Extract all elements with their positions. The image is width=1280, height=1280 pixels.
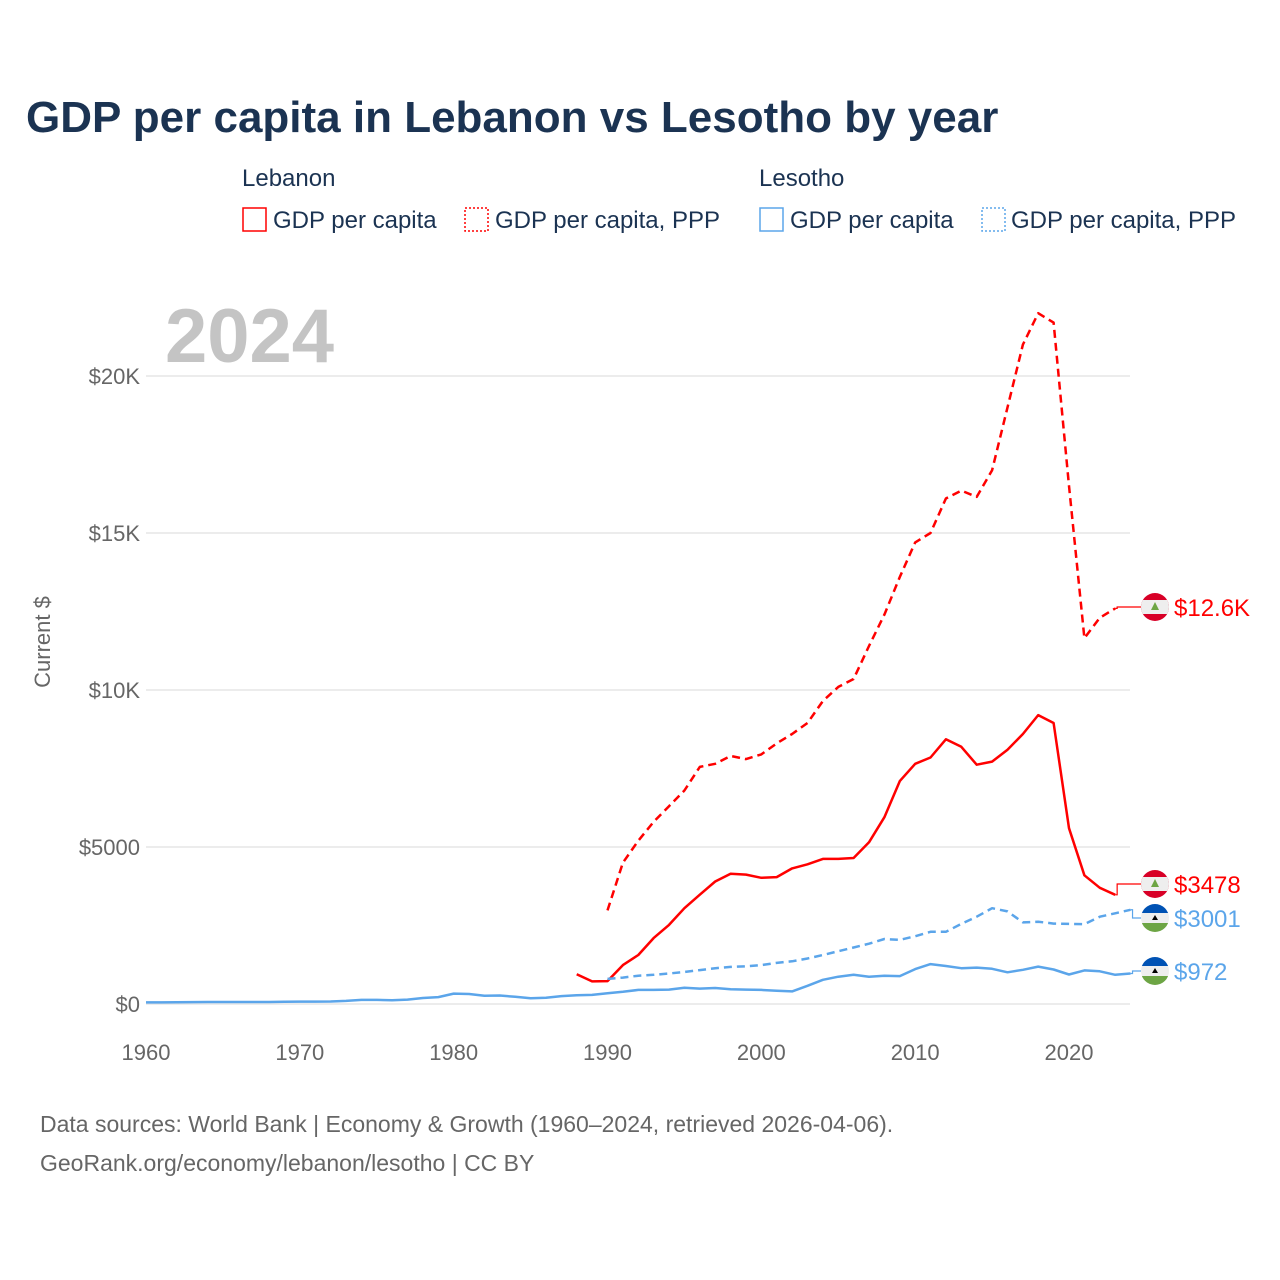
x-tick-label: 1960 bbox=[122, 1040, 171, 1065]
x-axis: 1960 1970 1980 1990 2000 2010 2020 bbox=[122, 1040, 1094, 1065]
legend-label-lesotho-gdp[interactable]: GDP per capita bbox=[790, 207, 954, 234]
legend-swatch-lebanon-ppp[interactable] bbox=[464, 207, 489, 232]
label-connector bbox=[1130, 970, 1141, 975]
year-overlay: 2024 bbox=[165, 294, 334, 379]
series-line-lesotho-gdp-per-capita-ppp[interactable] bbox=[607, 906, 1131, 981]
label-connector bbox=[1115, 606, 1141, 609]
x-tick-label: 2020 bbox=[1045, 1040, 1094, 1065]
label-connector bbox=[1115, 883, 1141, 896]
y-tick-label: $10K bbox=[89, 678, 141, 703]
legend-label-lesotho-ppp[interactable]: GDP per capita, PPP bbox=[1011, 207, 1236, 234]
lesotho-flag-icon bbox=[1141, 904, 1169, 932]
series-line-lebanon-gdp-per-capita-ppp[interactable] bbox=[606, 311, 1116, 911]
grid bbox=[146, 375, 1130, 1005]
y-tick-label: $0 bbox=[116, 992, 140, 1017]
end-label: $972 bbox=[1174, 959, 1227, 986]
end-labels: $3478 $12.6K $972 $3001 bbox=[1115, 593, 1250, 986]
y-tick-label: $5000 bbox=[79, 835, 140, 860]
label-connector bbox=[1130, 909, 1141, 919]
legend: Lebanon GDP per capita GDP per capita, P… bbox=[242, 165, 1236, 234]
legend-swatch-lesotho-gdp[interactable] bbox=[759, 207, 784, 232]
end-label: $3478 bbox=[1174, 872, 1241, 899]
lebanon-flag-icon bbox=[1141, 870, 1169, 898]
lebanon-flag-icon bbox=[1141, 593, 1169, 621]
x-tick-label: 2000 bbox=[737, 1040, 786, 1065]
lesotho-flag-icon bbox=[1141, 957, 1169, 985]
y-axis: $0 $5000 $10K $15K $20K bbox=[79, 364, 141, 1017]
series-lines bbox=[146, 311, 1131, 1004]
x-tick-label: 2010 bbox=[891, 1040, 940, 1065]
legend-swatch-lesotho-ppp[interactable] bbox=[981, 207, 1006, 232]
legend-country-lesotho: Lesotho bbox=[759, 165, 844, 192]
y-tick-label: $20K bbox=[89, 364, 141, 389]
legend-swatch-lebanon-gdp[interactable] bbox=[242, 207, 267, 232]
end-label: $12.6K bbox=[1174, 595, 1250, 622]
source-line-2[interactable]: GeoRank.org/economy/lebanon/lesotho | CC… bbox=[40, 1150, 534, 1176]
legend-country-lebanon: Lebanon bbox=[242, 165, 335, 192]
x-tick-label: 1990 bbox=[583, 1040, 632, 1065]
end-label: $3001 bbox=[1174, 906, 1241, 933]
chart-title: GDP per capita in Lebanon vs Lesotho by … bbox=[26, 93, 998, 142]
y-axis-label: Current $ bbox=[30, 596, 55, 688]
legend-label-lebanon-ppp[interactable]: GDP per capita, PPP bbox=[495, 207, 720, 234]
series-line-lesotho-gdp-per-capita[interactable] bbox=[146, 962, 1131, 1004]
y-tick-label: $15K bbox=[89, 521, 141, 546]
x-tick-label: 1970 bbox=[275, 1040, 324, 1065]
legend-label-lebanon-gdp[interactable]: GDP per capita bbox=[273, 207, 437, 234]
x-tick-label: 1980 bbox=[429, 1040, 478, 1065]
series-line-lebanon-gdp-per-capita[interactable] bbox=[576, 713, 1116, 983]
source-line-1: Data sources: World Bank | Economy & Gro… bbox=[40, 1111, 893, 1137]
